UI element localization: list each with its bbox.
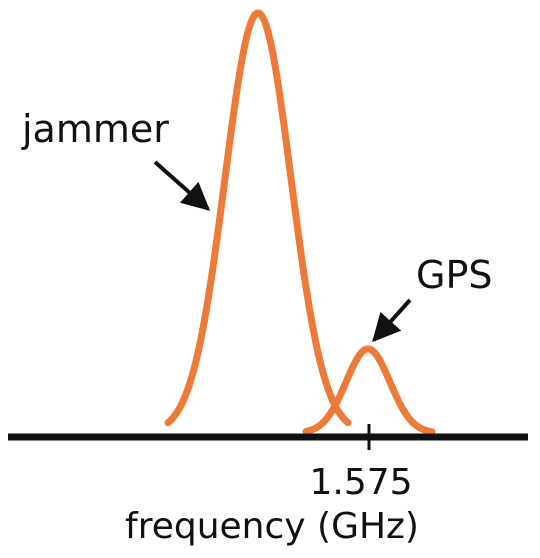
axis-label: frequency (GHz) xyxy=(125,506,419,547)
jammer-peak xyxy=(164,9,352,427)
gps-peak xyxy=(302,345,436,436)
gps-label: GPS xyxy=(416,253,492,297)
gps-arrow xyxy=(372,298,412,343)
tick-label: 1.575 xyxy=(309,462,412,503)
jammer-arrow xyxy=(153,160,211,211)
jammer-label: jammer xyxy=(21,107,169,151)
